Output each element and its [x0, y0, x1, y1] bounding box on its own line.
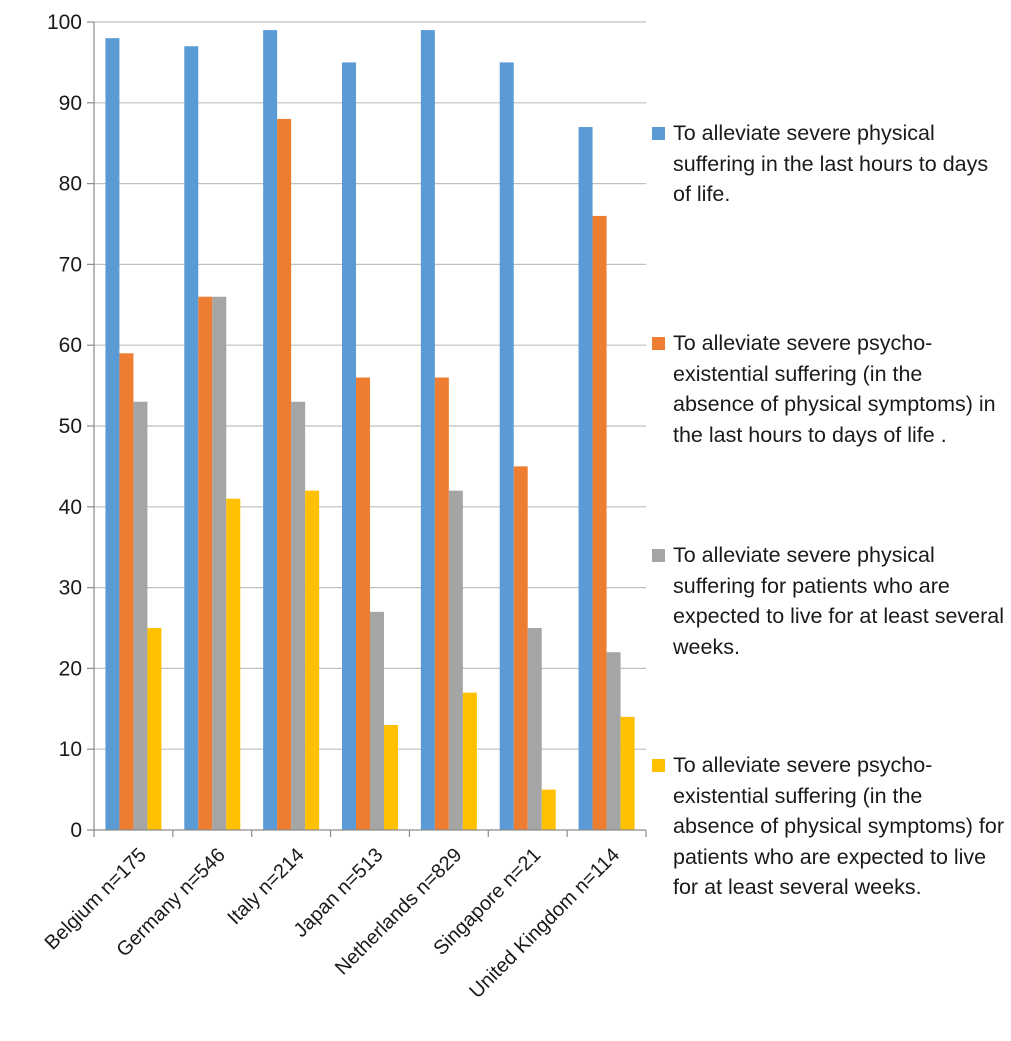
y-tick-label: 60 [59, 334, 82, 357]
y-tick-label: 20 [59, 657, 82, 680]
bar [198, 296, 213, 831]
bar [499, 62, 514, 830]
axes [87, 21, 647, 837]
bar [370, 611, 384, 830]
legend-label: To alleviate severe psycho-existential s… [673, 331, 996, 447]
y-tick-label: 10 [59, 738, 82, 761]
legend-swatch [652, 127, 665, 140]
x-category-label: United Kingdom n=114 [465, 844, 624, 1003]
bar [356, 377, 370, 830]
y-tick-label: 0 [70, 819, 82, 842]
y-axis-tick-labels: 0 10 20 30 40 50 60 70 80 90 100 [47, 11, 82, 842]
y-tick-label: 40 [59, 496, 82, 519]
bar [212, 296, 227, 831]
bar [527, 628, 542, 830]
legend-swatch [652, 337, 665, 350]
legend-item: To alleviate severe psycho-existential s… [652, 328, 1008, 450]
bar [541, 789, 556, 830]
bar [592, 215, 607, 831]
bar [291, 401, 306, 830]
bar [578, 127, 593, 831]
bar [147, 628, 162, 830]
legend-swatch [652, 759, 665, 772]
legend-swatch [652, 549, 665, 562]
bars [105, 30, 635, 831]
bar [105, 38, 120, 831]
bar [513, 466, 528, 830]
bar [184, 46, 199, 831]
legend-label: To alleviate severe physical suffering i… [673, 121, 989, 206]
bar [305, 490, 320, 830]
bar [620, 716, 635, 830]
legend-label: To alleviate severe psycho-existential s… [673, 753, 1004, 899]
bar [263, 30, 278, 830]
legend-label: To alleviate severe physical suffering f… [673, 543, 1005, 659]
bar [119, 353, 134, 830]
bar [434, 377, 449, 830]
legend-item: To alleviate severe psycho-existential s… [652, 750, 1008, 903]
y-tick-label: 50 [59, 415, 82, 438]
bar [226, 498, 241, 830]
legend-item: To alleviate severe physical suffering f… [652, 540, 1008, 662]
bar [462, 692, 477, 830]
y-tick-label: 30 [59, 577, 82, 600]
bar [133, 401, 148, 830]
legend-item: To alleviate severe physical suffering i… [652, 118, 1008, 210]
bar [277, 118, 292, 830]
y-tick-label: 100 [47, 11, 82, 34]
bar [420, 30, 435, 830]
bar [448, 490, 463, 830]
y-tick-label: 80 [59, 173, 82, 196]
y-tick-label: 90 [59, 92, 82, 115]
bar [606, 652, 621, 830]
bar [342, 62, 356, 830]
x-category-label: Italy n=214 [224, 844, 309, 929]
bar [384, 724, 398, 830]
y-tick-label: 70 [59, 253, 82, 276]
